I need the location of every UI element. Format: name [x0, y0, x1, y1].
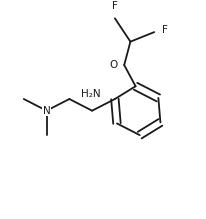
- Text: H₂N: H₂N: [81, 89, 100, 99]
- Text: F: F: [111, 1, 117, 11]
- Text: N: N: [42, 106, 50, 116]
- Text: O: O: [109, 60, 117, 70]
- Text: F: F: [162, 25, 167, 35]
